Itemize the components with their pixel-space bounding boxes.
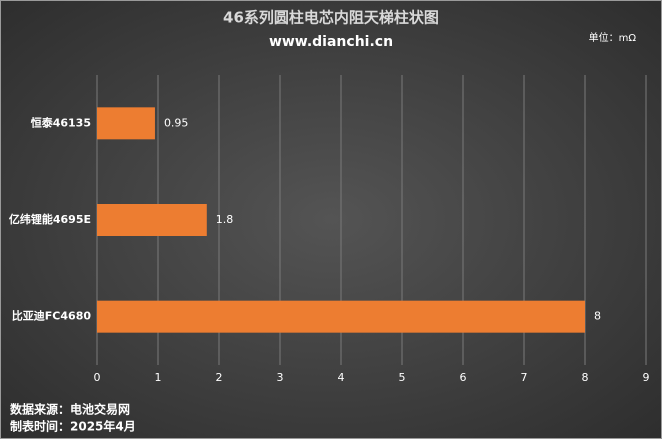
unit-label: 单位：mΩ xyxy=(589,31,637,44)
x-tick-label: 6 xyxy=(460,371,467,384)
x-tick-label: 3 xyxy=(277,371,284,384)
x-tick-label: 1 xyxy=(155,371,162,384)
bar xyxy=(97,204,207,236)
x-tick-label: 4 xyxy=(338,371,345,384)
x-tick-label: 2 xyxy=(216,371,223,384)
x-tick-label: 5 xyxy=(399,371,406,384)
source-note: 数据来源：电池交易网 xyxy=(10,402,130,417)
y-tick-label: 比亚迪FC4680 xyxy=(12,309,92,323)
chart-title: 46系列圆柱电芯内阻天梯柱状图 xyxy=(223,9,439,27)
data-label: 1.8 xyxy=(216,213,234,226)
chart-subtitle: www.dianchi.cn xyxy=(269,34,393,50)
bar xyxy=(97,107,155,140)
date-note: 制表时间：2025年4月 xyxy=(10,419,136,434)
x-tick-label: 0 xyxy=(94,371,101,384)
y-tick-label: 恒泰46135 xyxy=(31,115,91,129)
bar xyxy=(97,300,585,333)
y-tick-label: 亿纬锂能4695E xyxy=(9,212,91,226)
data-label: 8 xyxy=(594,310,601,323)
x-tick-label: 9 xyxy=(643,371,650,384)
x-tick-label: 7 xyxy=(521,371,528,384)
data-label: 0.95 xyxy=(164,116,189,129)
x-tick-label: 8 xyxy=(582,371,589,384)
